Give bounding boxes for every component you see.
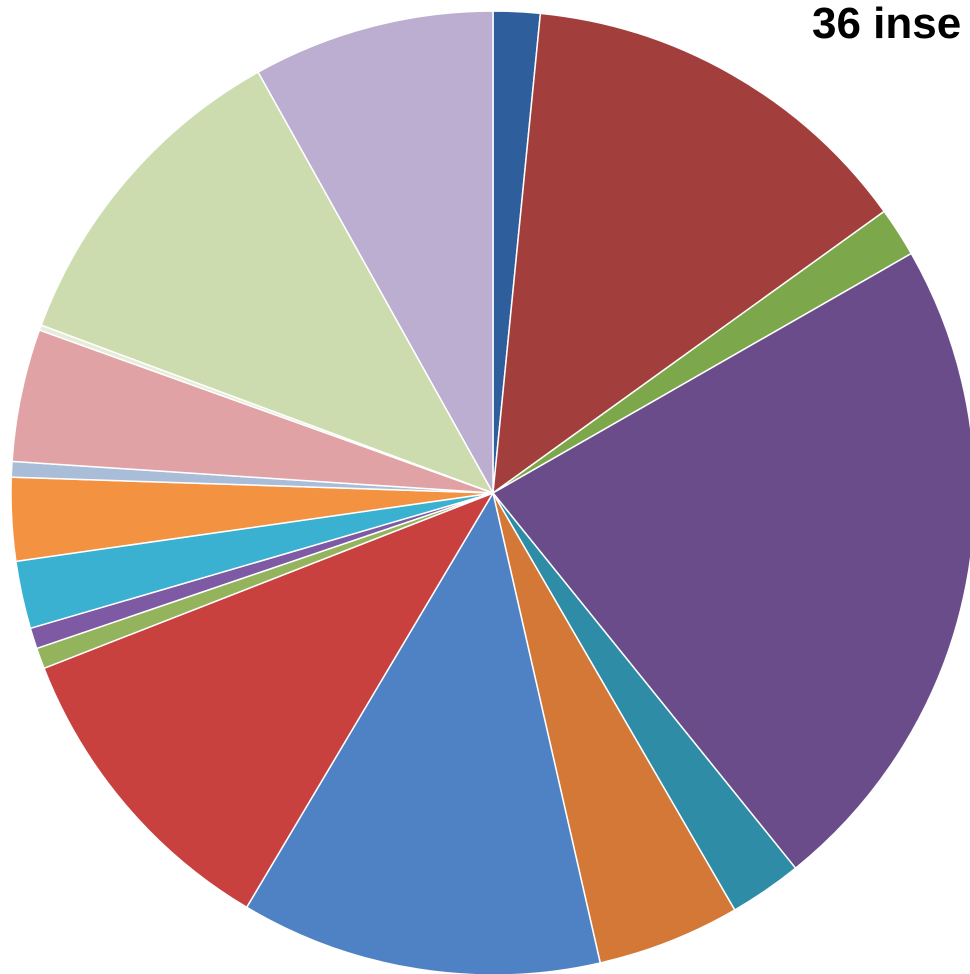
pie-slice-7 [245, 492, 602, 974]
pie-slice-8 [43, 492, 494, 909]
pie-slice-17 [257, 10, 494, 494]
chart-title: 36 inse [812, 0, 962, 48]
pie-slice-4 [492, 252, 970, 869]
pie-slice-2 [492, 12, 885, 494]
pie-slice-16 [40, 71, 494, 494]
pie-slices [10, 10, 970, 974]
